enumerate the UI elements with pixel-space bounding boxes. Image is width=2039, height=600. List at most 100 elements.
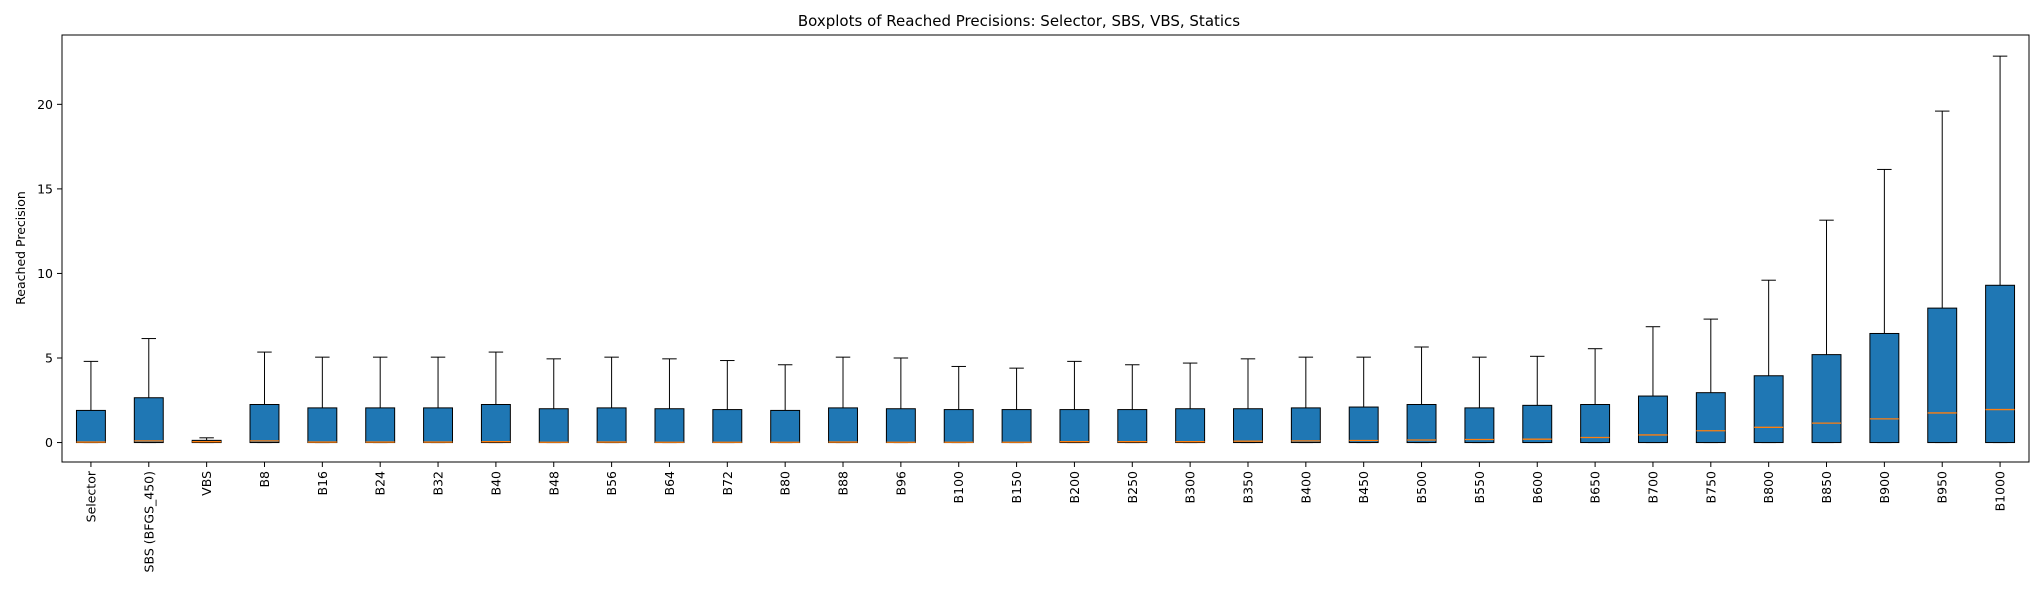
box-group (480, 351, 511, 444)
box (1811, 354, 1842, 444)
box (1117, 409, 1148, 444)
box (1927, 307, 1958, 444)
y-tick-label: 20 (37, 97, 53, 112)
box (770, 409, 801, 444)
x-tick-label: VBS (199, 471, 214, 496)
x-tick-label: B100 (951, 471, 966, 503)
box-group (75, 360, 106, 444)
box-group (596, 356, 627, 444)
box (1406, 404, 1437, 444)
x-tick-label: B72 (720, 471, 735, 495)
x-tick-label: B48 (546, 471, 561, 496)
box (1985, 284, 2016, 444)
box (75, 409, 106, 444)
x-tick-label: B250 (1125, 471, 1140, 503)
x-tick-label: B150 (1009, 471, 1024, 503)
x-tick-label: B600 (1530, 471, 1545, 503)
box-group (1985, 55, 2016, 444)
box-group (1290, 356, 1321, 444)
y-tick-label: 15 (37, 181, 53, 196)
y-axis: 0 5 10 15 20 (37, 97, 62, 450)
box (1233, 408, 1263, 444)
plot-area (75, 55, 2016, 444)
box-group (133, 338, 164, 444)
y-axis-label: Reached Precision (13, 191, 28, 305)
x-axis: Selector SBS (BFGS_450) VBS B8 B16 B24 B32 B40 B… (83, 462, 2008, 572)
x-tick-label: B80 (778, 471, 793, 496)
box-group (1522, 355, 1553, 444)
box (133, 397, 164, 444)
x-tick-label: B40 (488, 471, 503, 496)
box-group (1464, 356, 1495, 444)
box (1348, 406, 1379, 444)
box (1522, 404, 1553, 444)
box (423, 407, 454, 444)
x-tick-label: B950 (1935, 471, 1950, 503)
x-tick-label: B96 (893, 471, 908, 496)
x-tick-label: B200 (1067, 471, 1082, 503)
box-group (885, 357, 916, 444)
box-group (1059, 360, 1090, 444)
box (712, 409, 743, 444)
x-tick-label: B350 (1240, 471, 1255, 503)
box (1290, 407, 1321, 444)
box (596, 407, 627, 444)
box (1001, 409, 1032, 444)
box-group (654, 358, 685, 444)
x-tick-label: B8 (257, 471, 272, 488)
box-group (191, 437, 222, 444)
box (249, 404, 280, 444)
box (480, 404, 511, 444)
box-group (1117, 364, 1148, 444)
box-group (1348, 356, 1379, 444)
box-group (1869, 168, 1900, 444)
box-group (1695, 318, 1726, 444)
box-group (1811, 219, 1842, 444)
box-group (423, 356, 454, 444)
x-tick-label: B1000 (1993, 471, 2008, 511)
x-tick-label: B800 (1761, 471, 1776, 503)
box-group (828, 356, 858, 444)
box (307, 407, 338, 444)
box-group (712, 360, 743, 444)
x-tick-label: B900 (1877, 471, 1892, 503)
box-group (538, 358, 569, 444)
x-tick-label: Selector (83, 470, 98, 522)
box (1753, 375, 1784, 444)
box (885, 408, 916, 444)
box-group (1753, 279, 1784, 444)
box (1580, 404, 1611, 444)
x-tick-label: SBS (BFGS_450) (141, 471, 156, 572)
box-group (249, 351, 280, 444)
box-group (1637, 326, 1668, 444)
x-tick-label: B500 (1414, 471, 1429, 503)
box (1695, 392, 1726, 444)
x-tick-label: B450 (1356, 471, 1371, 503)
box (943, 409, 974, 444)
box-group (1927, 110, 1958, 444)
box (654, 408, 685, 444)
x-tick-label: B700 (1645, 471, 1660, 503)
x-tick-label: B24 (373, 471, 388, 496)
x-tick-label: B650 (1588, 471, 1603, 503)
chart-title: Boxplots of Reached Precisions: Selector… (798, 12, 1240, 30)
x-tick-label: B550 (1472, 471, 1487, 503)
box (1175, 408, 1206, 444)
box (538, 408, 569, 444)
axes-frame (61, 34, 2030, 463)
box (1464, 407, 1495, 444)
x-tick-label: B300 (1183, 471, 1198, 503)
box-group (1233, 358, 1263, 444)
x-tick-label: B400 (1298, 471, 1313, 503)
x-tick-label: B56 (604, 471, 619, 496)
x-tick-label: B32 (431, 471, 446, 495)
box-group (1175, 362, 1206, 444)
box-group (943, 365, 974, 444)
y-tick-label: 0 (45, 435, 53, 450)
x-tick-label: B88 (836, 471, 851, 496)
box-group (1406, 346, 1437, 444)
y-tick-label: 5 (45, 350, 53, 365)
box-group (365, 356, 396, 444)
x-tick-label: B16 (315, 471, 330, 496)
